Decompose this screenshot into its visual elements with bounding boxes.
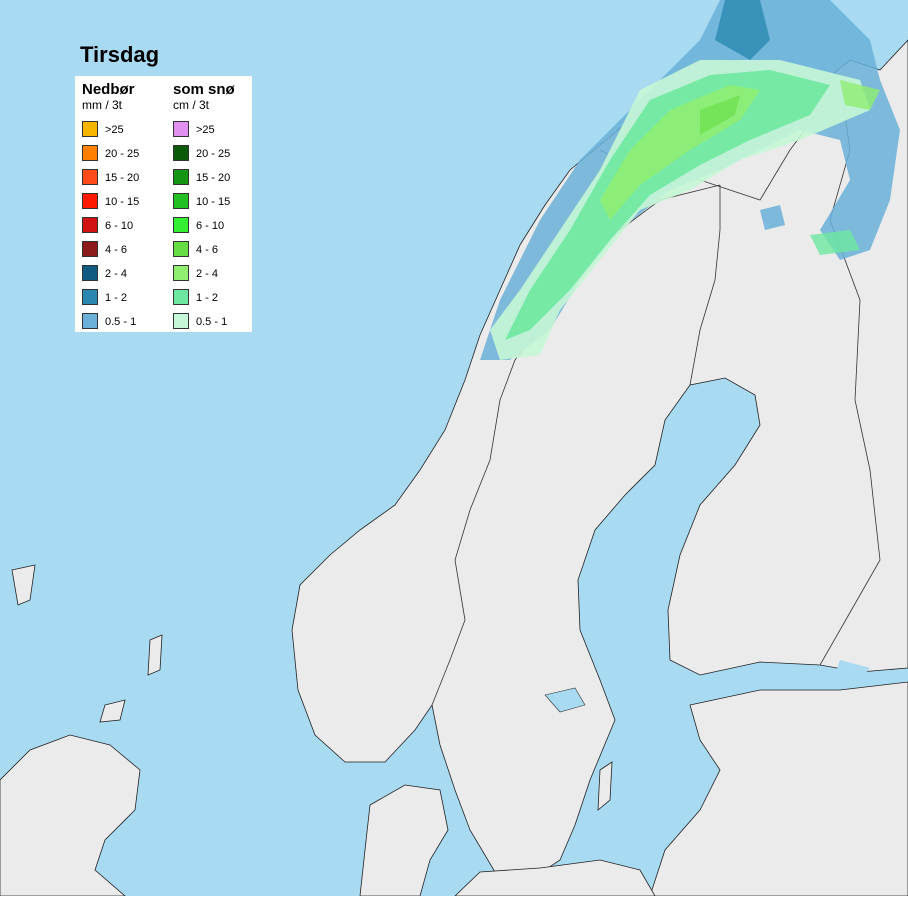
legend-swatch — [82, 169, 98, 185]
legend-swatch — [173, 193, 189, 209]
rain-area — [715, 0, 770, 60]
legend-label: 0.5 - 1 — [105, 316, 136, 328]
legend-unit: mm / 3t — [82, 98, 123, 112]
legend-heading: som snø — [173, 81, 236, 98]
legend-label: 20 - 25 — [196, 148, 230, 160]
snow-area — [700, 95, 740, 135]
legend-label: 2 - 4 — [196, 268, 218, 280]
land-gotland — [597, 761, 613, 811]
legend-label: 15 - 20 — [196, 172, 230, 184]
legend-swatch — [82, 265, 98, 281]
legend-label: 20 - 25 — [105, 148, 139, 160]
legend-label: 2 - 4 — [105, 268, 127, 280]
legend-label: >25 — [196, 124, 215, 136]
legend-label: 0.5 - 1 — [196, 316, 227, 328]
legend-swatch — [82, 241, 98, 257]
legend-swatch — [173, 289, 189, 305]
legend-label: 1 - 2 — [105, 292, 127, 304]
legend-heading: Nedbør — [82, 81, 135, 98]
legend-label: 10 - 15 — [105, 196, 139, 208]
land-shetland — [147, 634, 163, 676]
legend-unit: cm / 3t — [173, 98, 210, 112]
border-sweden-finland — [689, 185, 721, 386]
legend-swatch — [173, 217, 189, 233]
snow-area — [505, 70, 830, 340]
lake-vanern — [544, 687, 586, 713]
land-orkney — [99, 699, 126, 723]
snow-area — [810, 230, 860, 255]
legend-swatch — [82, 289, 98, 305]
legend-label: 6 - 10 — [196, 220, 224, 232]
legend-label: 10 - 15 — [196, 196, 230, 208]
legend-label: 6 - 10 — [105, 220, 133, 232]
legend-swatch — [82, 193, 98, 209]
legend-swatch — [82, 313, 98, 329]
legend-swatch — [173, 313, 189, 329]
legend-swatch — [82, 121, 98, 137]
legend-swatch — [173, 241, 189, 257]
snow-area — [490, 60, 870, 360]
legend-swatch — [82, 217, 98, 233]
legend-label: 4 - 6 — [196, 244, 218, 256]
legend-swatch — [173, 145, 189, 161]
map-title: Tirsdag — [80, 42, 159, 67]
legend-swatch — [82, 145, 98, 161]
lake — [835, 660, 870, 680]
border-finland-russia — [819, 79, 881, 666]
legend-box — [75, 76, 252, 332]
legend-swatch — [173, 265, 189, 281]
land-faroe — [11, 564, 36, 606]
legend-label: 1 - 2 — [196, 292, 218, 304]
snow-area — [840, 80, 880, 110]
legend-swatch — [173, 169, 189, 185]
legend-label: 15 - 20 — [105, 172, 139, 184]
legend-label: 4 - 6 — [105, 244, 127, 256]
legend-swatch — [173, 121, 189, 137]
land-denmark — [359, 784, 449, 897]
legend-label: >25 — [105, 124, 124, 136]
rain-area — [760, 205, 785, 230]
